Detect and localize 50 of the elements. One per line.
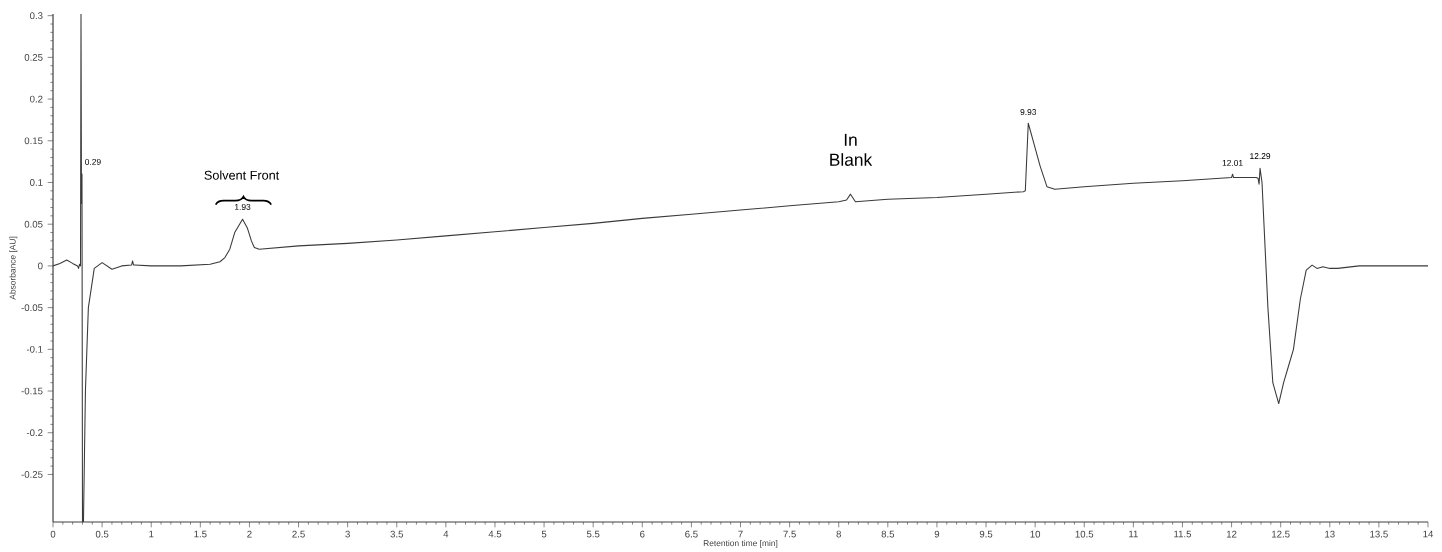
x-tick-label: 2.5	[292, 530, 305, 538]
x-tick-label: 8	[836, 530, 841, 538]
y-tick-label: 0	[38, 262, 43, 270]
x-tick-label: 14	[1423, 530, 1434, 538]
x-tick-label: 12	[1226, 530, 1237, 538]
y-tick-label: -0.05	[21, 304, 43, 311]
y-tick-label: -0.1	[26, 345, 43, 353]
x-tick-label: 8.5	[881, 530, 895, 538]
x-tick-label: 2	[247, 530, 252, 538]
y-tick-label: 0.3	[30, 12, 43, 20]
x-tick-label: 9.5	[979, 530, 993, 538]
x-tick-label: 12.5	[1272, 530, 1290, 538]
y-tick-label: 0.2	[30, 95, 43, 103]
annotation: 0.29	[85, 158, 101, 165]
x-tick-label: 3	[345, 530, 350, 538]
x-tick-label: 4	[443, 530, 449, 538]
annotation: 9.93	[1020, 109, 1037, 115]
x-tick-label: 0	[50, 530, 56, 538]
annotation: 1.93	[235, 203, 251, 210]
x-tick-label: 13.5	[1370, 530, 1388, 538]
y-tick-label: 0.1	[30, 179, 43, 186]
y-tick-label: -0.2	[26, 429, 43, 437]
x-tick-label: 9	[934, 530, 940, 538]
annotation: 12.29	[1250, 153, 1271, 160]
x-tick-label: 11.5	[1174, 530, 1192, 538]
x-tick-label: 7.5	[783, 530, 796, 538]
x-tick-label: 1.5	[194, 530, 207, 538]
annotation: Solvent Front	[204, 170, 280, 180]
y-tick-label: 0.25	[24, 53, 43, 61]
x-tick-label: 5.5	[586, 530, 600, 538]
x-tick-label: 10.5	[1075, 530, 1094, 538]
x-tick-label: 5	[541, 530, 547, 538]
y-tick-label: -0.15	[21, 387, 43, 395]
x-tick-label: 11	[1129, 530, 1138, 538]
annotation: 12.01	[1222, 159, 1243, 166]
x-tick-label: 13	[1325, 530, 1335, 538]
x-tick-label: 6.5	[685, 530, 698, 538]
y-tick-label: -0.25	[21, 471, 43, 478]
x-tick-label: 4.5	[488, 530, 502, 538]
y-tick-label: 0.15	[24, 137, 43, 145]
annotation: In Blank	[830, 133, 873, 166]
x-tick-label: 3.5	[390, 530, 404, 538]
y-tick-label: 0.05	[24, 220, 43, 228]
x-tick-label: 7	[738, 530, 743, 538]
x-tick-label: 10	[1030, 530, 1041, 538]
x-tick-label: 1	[149, 530, 154, 538]
y-axis-title: Absorbance [AU]	[9, 236, 18, 300]
x-tick-label: 0.5	[95, 530, 109, 538]
x-tick-label: 6	[640, 530, 645, 538]
x-axis-title: Retention time [min]	[703, 539, 778, 548]
